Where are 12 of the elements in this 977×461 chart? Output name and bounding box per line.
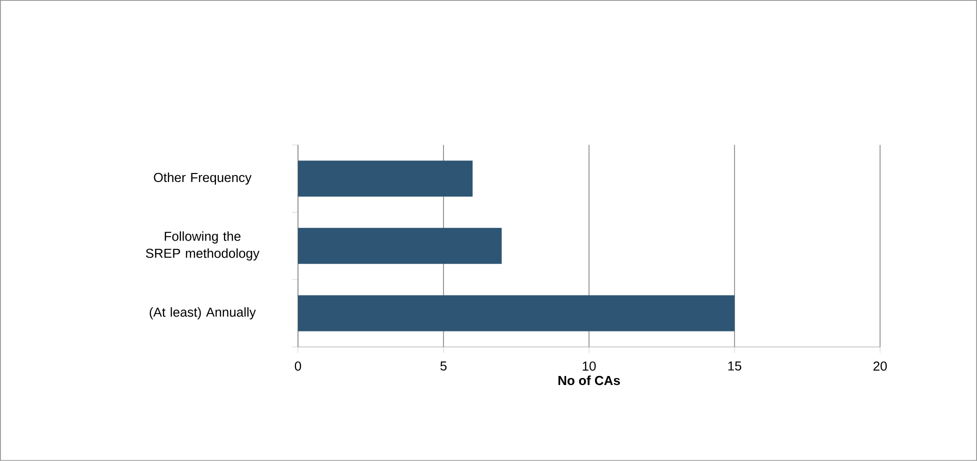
x-tick-label: 5 [440, 362, 447, 371]
x-tick-label: 15 [728, 362, 742, 371]
bar [298, 228, 502, 264]
y-tick-label: Other Frequency [154, 172, 252, 185]
x-tick-label: 20 [874, 362, 887, 371]
x-axis-title: No of CAs [558, 376, 620, 386]
y-tick-label: Following the SREP methodology [146, 231, 260, 261]
bar [298, 295, 735, 332]
x-tick-label: 0 [294, 362, 302, 371]
x-tick-label: 10 [582, 362, 596, 371]
y-tick-label: (At least) Annually [150, 307, 256, 320]
bar [298, 160, 473, 197]
